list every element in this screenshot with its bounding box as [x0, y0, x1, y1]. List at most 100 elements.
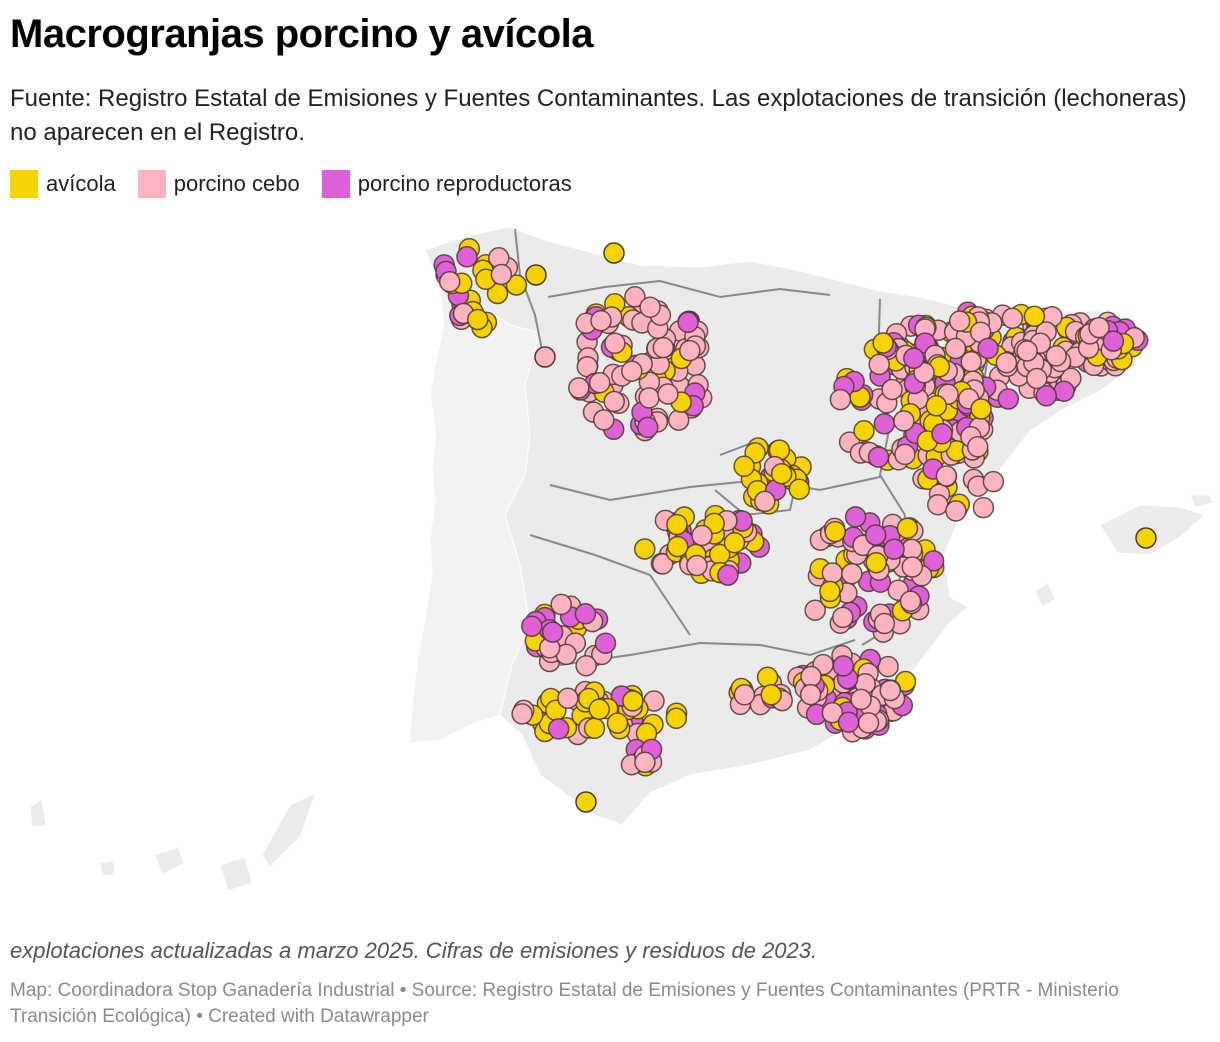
farm-marker[interactable] [844, 506, 867, 528]
farm-marker[interactable] [638, 387, 660, 409]
farm-marker[interactable] [1035, 385, 1058, 407]
farm-marker[interactable] [606, 712, 629, 734]
farm-marker[interactable] [901, 556, 924, 578]
farm-marker[interactable] [872, 332, 894, 354]
farm-marker[interactable] [819, 580, 841, 603]
farm-marker[interactable] [883, 538, 905, 560]
farm-marker[interactable] [723, 531, 746, 554]
farm-marker[interactable] [977, 337, 999, 360]
farm-marker[interactable] [550, 593, 572, 616]
farm-marker[interactable] [873, 413, 896, 435]
farm-marker[interactable] [575, 791, 597, 813]
farm-marker[interactable] [867, 446, 890, 468]
legend-item-porcino-reproductoras[interactable]: porcino reproductoras [321, 170, 572, 198]
farm-marker[interactable] [521, 615, 543, 637]
farm-marker[interactable] [511, 703, 533, 725]
farm-marker[interactable] [945, 500, 967, 522]
farm-marker[interactable] [864, 524, 887, 546]
farm-marker[interactable] [824, 520, 846, 543]
farm-marker[interactable] [925, 395, 948, 417]
farm-marker[interactable] [686, 554, 708, 577]
farm-marker[interactable] [931, 423, 953, 445]
farm-marker[interactable] [788, 478, 811, 500]
farm-marker[interactable] [770, 462, 793, 485]
farm-marker[interactable] [603, 242, 625, 264]
farm-marker[interactable] [865, 551, 887, 574]
legend-item-avicola[interactable]: avícola [10, 170, 116, 198]
farm-marker[interactable] [547, 718, 570, 740]
legend-item-porcino-cebo[interactable]: porcino cebo [137, 170, 300, 198]
farm-marker[interactable] [1001, 307, 1024, 330]
farm-marker[interactable] [557, 687, 579, 709]
farm-marker[interactable] [1053, 380, 1075, 402]
farm-marker[interactable] [760, 684, 782, 706]
farm-marker[interactable] [804, 599, 826, 621]
farm-marker[interactable] [467, 308, 489, 331]
farm-marker[interactable] [733, 684, 756, 706]
farm-marker[interactable] [574, 603, 597, 625]
farm-marker[interactable] [583, 717, 606, 740]
farm-marker[interactable] [665, 707, 688, 730]
farm-marker[interactable] [873, 612, 896, 635]
farm-marker[interactable] [832, 606, 854, 629]
farm-marker[interactable] [633, 538, 656, 560]
farm-marker[interactable] [456, 246, 478, 268]
farm-marker[interactable] [575, 654, 597, 677]
farm-marker[interactable] [972, 496, 995, 519]
farm-marker[interactable] [881, 378, 903, 401]
farm-marker[interactable] [1026, 367, 1048, 390]
farm-marker[interactable] [593, 409, 615, 431]
farm-marker[interactable] [588, 698, 610, 721]
farm-marker[interactable] [970, 398, 992, 420]
farm-marker[interactable] [652, 336, 675, 359]
farm-marker[interactable] [624, 286, 646, 308]
farm-marker[interactable] [903, 347, 925, 370]
farm-marker[interactable] [997, 388, 1020, 410]
farm-marker[interactable] [922, 550, 945, 572]
farm-marker[interactable] [637, 416, 659, 439]
farm-marker[interactable] [541, 621, 564, 643]
farm-marker[interactable] [868, 353, 890, 376]
farm-marker[interactable] [1045, 345, 1067, 367]
farm-marker[interactable] [733, 455, 755, 478]
farm-marker[interactable] [879, 679, 901, 702]
farm-marker[interactable] [588, 371, 611, 394]
farm-marker[interactable] [639, 296, 661, 318]
farm-marker[interactable] [505, 274, 528, 296]
farm-marker[interactable] [966, 436, 989, 458]
farm-marker[interactable] [677, 311, 699, 334]
farm-marker[interactable] [821, 701, 844, 724]
farm-marker[interactable] [995, 351, 1018, 374]
farm-marker[interactable] [841, 562, 863, 585]
farm-marker[interactable] [490, 263, 513, 286]
farm-marker[interactable] [821, 562, 844, 584]
farm-marker[interactable] [679, 339, 701, 362]
farm-marker[interactable] [877, 655, 899, 678]
farm-marker[interactable] [525, 264, 547, 286]
farm-marker[interactable] [893, 410, 915, 432]
farm-marker[interactable] [657, 383, 679, 405]
farm-marker[interactable] [1135, 527, 1157, 549]
farm-marker[interactable] [935, 465, 958, 487]
farm-marker[interactable] [568, 377, 590, 399]
farm-marker[interactable] [982, 470, 1005, 493]
farm-marker[interactable] [913, 361, 935, 384]
farm-marker[interactable] [1088, 316, 1110, 339]
farm-marker[interactable] [651, 553, 674, 575]
farm-marker[interactable] [717, 564, 739, 586]
farm-marker[interactable] [622, 690, 644, 712]
farm-marker[interactable] [899, 590, 922, 612]
farm-marker[interactable] [829, 388, 852, 411]
farm-marker[interactable] [754, 490, 776, 513]
spain-map[interactable] [0, 215, 1220, 915]
farm-marker[interactable] [590, 309, 612, 332]
farm-marker[interactable] [691, 524, 713, 547]
farm-marker[interactable] [799, 683, 822, 706]
farm-marker[interactable] [944, 337, 967, 360]
farm-marker[interactable] [604, 332, 626, 355]
farm-marker[interactable] [857, 712, 880, 734]
farm-marker[interactable] [621, 360, 643, 382]
farm-marker[interactable] [948, 310, 971, 332]
farm-marker[interactable] [894, 443, 916, 466]
farm-marker[interactable] [853, 420, 875, 442]
